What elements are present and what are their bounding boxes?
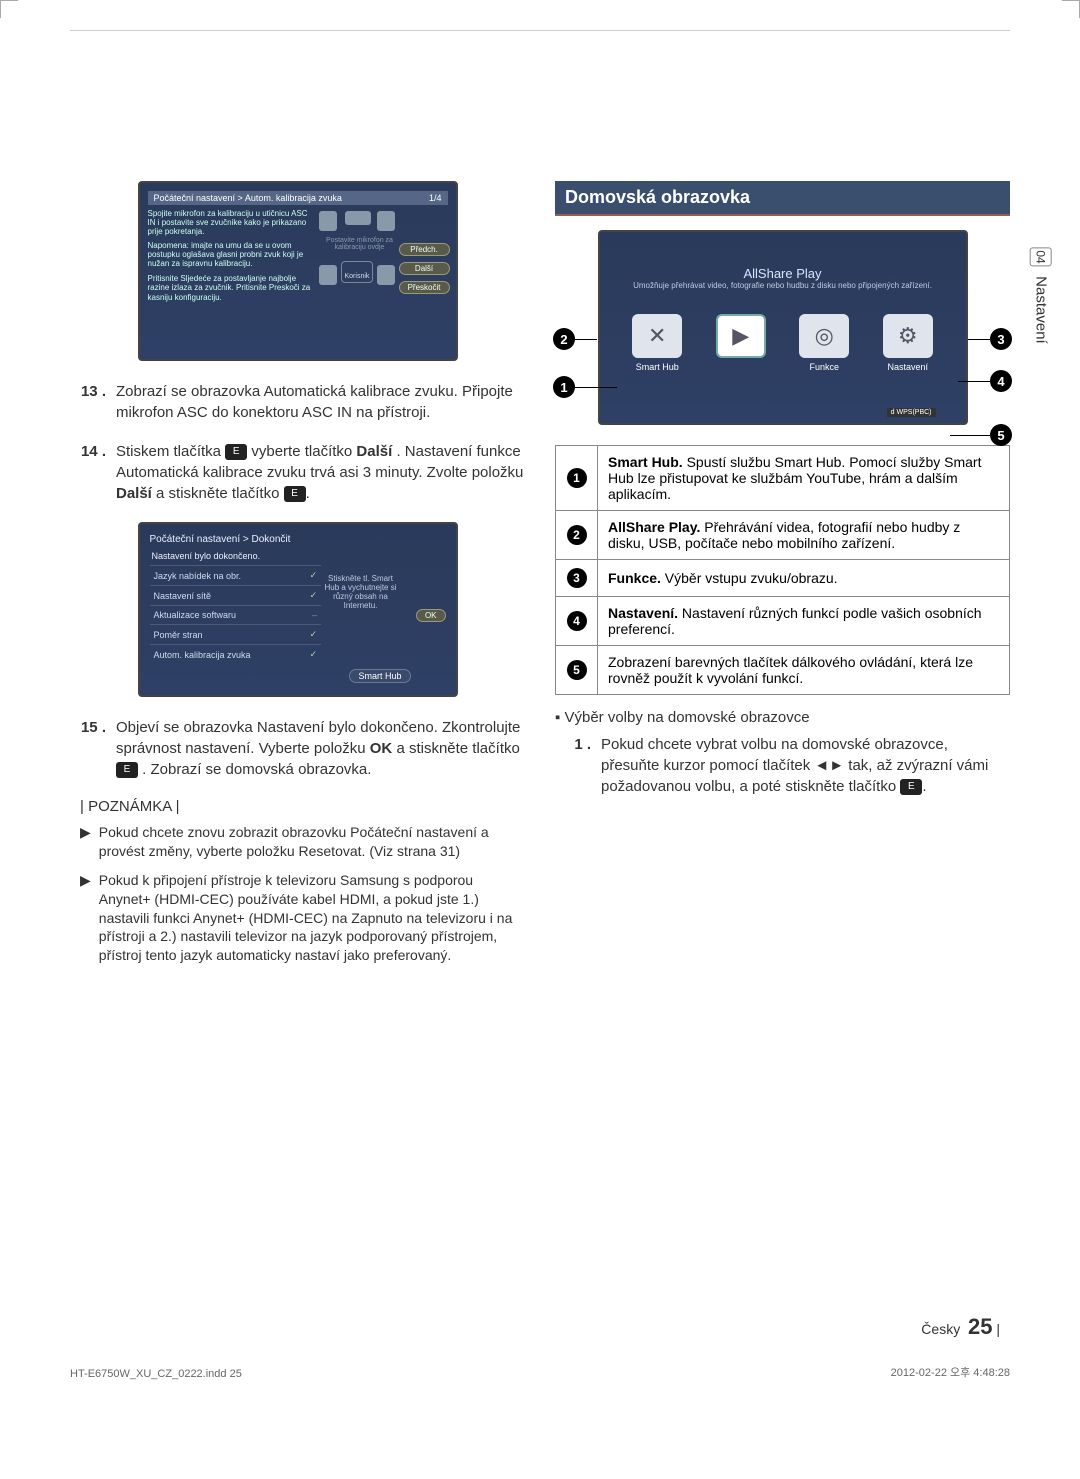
play-icon: ▶ — [716, 314, 766, 358]
screen1-text2: Napomena: imajte na umu da se u ovom pos… — [148, 241, 313, 269]
chapter-number: 04 — [1029, 247, 1051, 266]
screen-complete: Počáteční nastavení > Dokončit Nastavení… — [138, 522, 458, 697]
tile-smarthub[interactable]: ✕ Smart Hub — [624, 314, 690, 372]
legend-num: 5 — [567, 660, 587, 680]
wps-badge: d WPS(PBC) — [887, 408, 936, 417]
chapter-name: Nastavení — [1032, 276, 1049, 344]
step-num: 15 . — [70, 717, 106, 780]
chapter-tab: 04 Nastavení — [1031, 246, 1050, 344]
tile-function[interactable]: ◎ Funkce — [791, 314, 857, 372]
av-icon: ◎ — [799, 314, 849, 358]
left-column: Počáteční nastavení > Autom. kalibracija… — [70, 181, 525, 975]
screen1-user: Korisnik — [345, 273, 370, 280]
smarthub-icon: ✕ — [632, 314, 682, 358]
screen-calibration: Počáteční nastavení > Autom. kalibracija… — [138, 181, 458, 361]
enter-icon: E — [225, 444, 247, 460]
btn-next[interactable]: Další — [399, 262, 450, 275]
screen2-done: Nastavení bylo dokončeno. — [152, 551, 446, 561]
step-15-text: Objeví se obrazovka Nastavení bylo dokon… — [116, 717, 525, 780]
legend-row: 3 Funkce. Výběr vstupu zvuku/obrazu. — [556, 560, 1010, 597]
row-cal: Autom. kalibracija zvuka — [154, 650, 251, 660]
enter-icon: E — [116, 762, 138, 778]
screen1-text1: Spojite mikrofon za kalibraciju u utični… — [148, 209, 313, 237]
step-14: 14 . Stiskem tlačítka E vyberte tlačítko… — [70, 441, 525, 504]
row-aspect: Poměr stran — [154, 630, 203, 640]
legend-table: 1 Smart Hub. Spustí službu Smart Hub. Po… — [555, 445, 1010, 695]
speaker-layout: Postavite mikrofon za kalibraciju ovdje … — [319, 209, 409, 302]
row-lang: Jazyk nabídek na obr. — [154, 571, 242, 581]
step-13: 13 . Zobrazí se obrazovka Automatická ka… — [70, 381, 525, 423]
btn-prev[interactable]: Předch. — [399, 243, 450, 256]
allshare-sub: Umožňuje přehrávat video, fotografie neb… — [610, 281, 956, 290]
page-footer: Česky 25 | — [921, 1314, 1000, 1340]
legend-row: 4 Nastavení. Nastavení různých funkcí po… — [556, 597, 1010, 646]
legend-num: 2 — [567, 525, 587, 545]
legend-row: 1 Smart Hub. Spustí službu Smart Hub. Po… — [556, 446, 1010, 511]
legend-num: 3 — [567, 568, 587, 588]
step-num: 1 . — [555, 734, 591, 797]
screen1-hint: Postavite mikrofon za kalibraciju ovdje — [325, 237, 395, 251]
page: 04 Nastavení Počáteční nastavení > Autom… — [70, 30, 1010, 1390]
btn-skip[interactable]: Přeskočit — [399, 281, 450, 294]
note-header: | POZNÁMKA | — [80, 798, 525, 815]
step-14-text: Stiskem tlačítka E vyberte tlačítko Dalš… — [116, 441, 525, 504]
callout-5: 5 — [990, 424, 1012, 446]
row-sw: Aktualizace softwaru — [154, 610, 237, 620]
tile-allshare[interactable]: ▶ — [708, 314, 774, 372]
legend-num: 4 — [567, 611, 587, 631]
check-icon: ✓ — [310, 629, 318, 640]
enter-icon: E — [284, 486, 306, 502]
screen-home: AllShare Play Umožňuje přehrávat video, … — [598, 230, 968, 425]
screen2-sidetext: Stiskněte tl. Smart Hub a vychutnejte si… — [321, 574, 401, 610]
tile-settings[interactable]: ⚙ Nastavení — [875, 314, 941, 372]
print-footer-right: 2012-02-22 오후 4:48:28 — [891, 1364, 1010, 1380]
screen1-breadcrumb: Počáteční nastavení > Autom. kalibracija… — [154, 193, 342, 203]
step-13-text: Zobrazí se obrazovka Automatická kalibra… — [116, 381, 525, 423]
enter-icon: E — [900, 779, 922, 795]
allshare-title: AllShare Play — [610, 266, 956, 281]
callout-4: 4 — [990, 370, 1012, 392]
right-column: Domovská obrazovka AllShare Play Umožňuj… — [555, 181, 1010, 975]
legend-row: 2 AllShare Play. Přehrávání videa, fotog… — [556, 511, 1010, 560]
callout-2: 2 — [553, 328, 575, 350]
sublist-step-text: Pokud chcete vybrat volbu na domovské ob… — [601, 734, 1010, 797]
step-15: 15 . Objeví se obrazovka Nastavení bylo … — [70, 717, 525, 780]
step-num: 14 . — [70, 441, 106, 504]
section-header: Domovská obrazovka — [555, 181, 1010, 216]
callout-3: 3 — [990, 328, 1012, 350]
smarthub-button[interactable]: Smart Hub — [349, 669, 410, 683]
sublist-header: ▪ Výběr volby na domovské obrazovce — [555, 709, 1010, 726]
note-1: ▶ Pokud chcete znovu zobrazit obrazovku … — [80, 823, 525, 861]
legend-num: 1 — [567, 468, 587, 488]
row-net: Nastavení sítě — [154, 591, 212, 601]
screen1-page: 1/4 — [429, 193, 442, 203]
triangle-icon: ▶ — [80, 871, 91, 965]
triangle-icon: ▶ — [80, 823, 91, 861]
check-icon: ✓ — [310, 649, 318, 660]
check-icon: ✓ — [310, 570, 318, 581]
callout-1: 1 — [553, 376, 575, 398]
step-num: 13 . — [70, 381, 106, 423]
ok-button[interactable]: OK — [416, 609, 446, 622]
check-icon: ✓ — [310, 590, 318, 601]
note-2: ▶ Pokud k připojení přístroje k televizo… — [80, 871, 525, 965]
gear-icon: ⚙ — [883, 314, 933, 358]
screen1-text3: Pritisnite Sljedeće za postavljanje najb… — [148, 274, 313, 302]
legend-row: 5 Zobrazení barevných tlačítek dálkového… — [556, 646, 1010, 695]
print-footer-left: HT-E6750W_XU_CZ_0222.indd 25 — [70, 1368, 242, 1380]
screen2-breadcrumb: Počáteční nastavení > Dokončit — [150, 534, 446, 545]
